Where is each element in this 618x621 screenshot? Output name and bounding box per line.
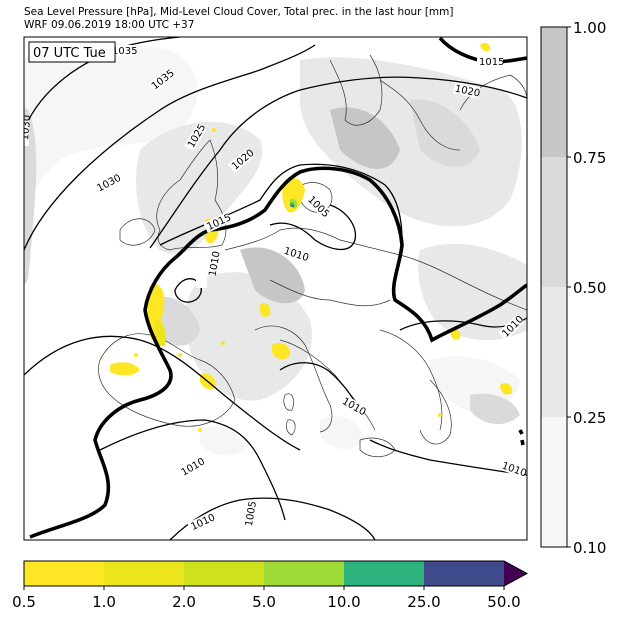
precip-band	[24, 561, 104, 586]
precip-tick-label: 2.0	[172, 593, 196, 611]
isobar-label: 1030	[20, 114, 33, 140]
precip-tick-label: 25.0	[407, 593, 440, 611]
cloud-tick-label: 0.25	[573, 409, 606, 427]
precip-tick-label: 1.0	[92, 593, 116, 611]
coastlines	[98, 54, 527, 458]
isobar-label: 1005	[244, 500, 259, 527]
map-panel: 1035 1035 1030 1030 1025 1020 1020 1015 …	[20, 37, 527, 540]
time-label-box	[28, 41, 116, 63]
cloud-tick-label: 0.50	[573, 279, 606, 297]
cloud-colorbar: 1.00 0.75 0.50 0.25 0.10	[540, 19, 606, 557]
cloud-band	[541, 27, 567, 157]
precip-colorbar: 0.5 1.0 2.0 5.0 10.0 25.0 50.0	[12, 560, 529, 611]
precip-overflow-arrow	[504, 561, 527, 586]
precip-tick-label: 0.5	[12, 593, 36, 611]
precip-band	[184, 561, 264, 586]
cloud-tick-label: 0.75	[573, 149, 606, 167]
precip-tick-label: 5.0	[252, 593, 276, 611]
precip-tick-label: 50.0	[487, 593, 520, 611]
cloud-band	[541, 157, 567, 287]
precip-band	[344, 561, 424, 586]
precip-band	[424, 561, 504, 586]
isobar-label: 1035	[112, 46, 137, 57]
isobar-label: 1010	[207, 250, 222, 277]
cloud-tick-label: 1.00	[573, 19, 606, 37]
time-label: 07 UTC Tue	[33, 46, 106, 61]
cloud-tick-label: 0.10	[573, 539, 606, 557]
isobar-label: 1015	[479, 57, 504, 68]
map-frame	[23, 36, 528, 541]
precip-band	[264, 561, 344, 586]
precip-band	[104, 561, 184, 586]
cloud-band	[541, 287, 567, 417]
cloud-band	[541, 417, 567, 547]
isobar-label: 1020	[454, 84, 481, 100]
precip-tick-label: 10.0	[327, 593, 360, 611]
chart-title-line-1: Sea Level Pressure [hPa], Mid-Level Clou…	[24, 6, 454, 18]
chart-title-line-2: WRF 09.06.2019 18:00 UTC +37	[24, 19, 195, 31]
